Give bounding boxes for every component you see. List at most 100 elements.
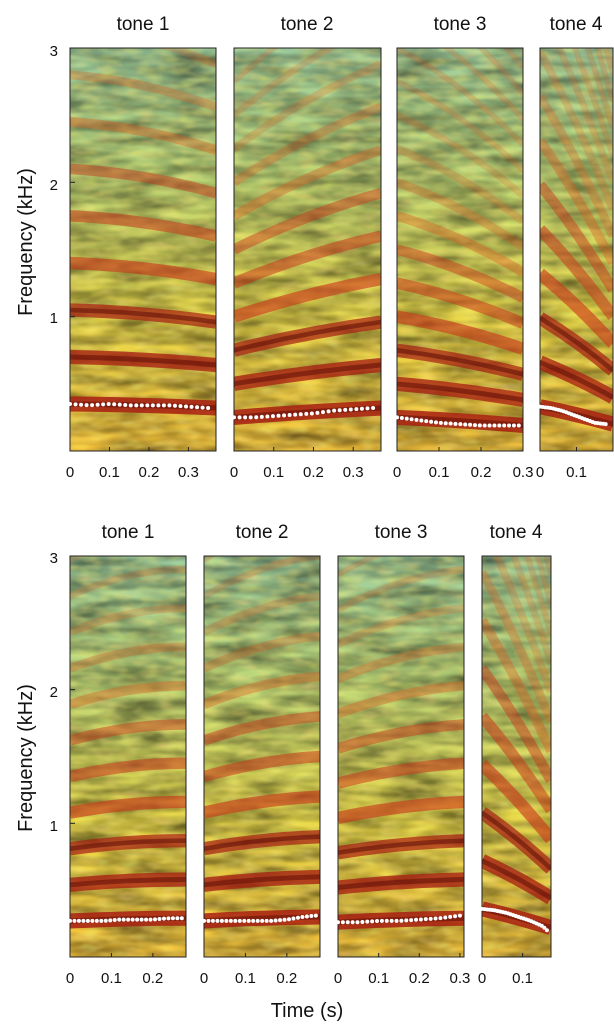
f0-point <box>99 918 104 923</box>
f0-point <box>399 918 404 923</box>
harmonic-band <box>70 70 216 112</box>
panel-title: tone 1 <box>117 14 170 35</box>
f0-point <box>453 421 458 426</box>
spectrogram-image <box>338 556 464 957</box>
spectrogram-image <box>204 556 320 957</box>
f0-point <box>179 916 184 921</box>
f0-point <box>332 408 337 413</box>
f0-point <box>438 916 443 921</box>
f0-point <box>139 917 144 922</box>
x-tick-label: 0.1 <box>512 970 533 987</box>
harmonic-band <box>397 145 523 225</box>
f0-point <box>139 403 144 408</box>
f0-point <box>68 401 72 406</box>
x-tick-label: 0.2 <box>409 970 430 987</box>
harmonic-band <box>477 48 523 96</box>
f0-point <box>126 917 131 922</box>
f0-point <box>472 423 477 428</box>
f0-point <box>112 917 117 922</box>
f0-point <box>343 407 348 412</box>
bottom-ytick-2: 2 <box>50 684 58 701</box>
f0-point <box>497 423 502 428</box>
panel-frame <box>481 555 552 958</box>
x-tick-label: 0.2 <box>471 464 492 481</box>
f0-point <box>355 920 360 925</box>
harmonic-band <box>234 48 279 84</box>
harmonic-band <box>482 712 551 814</box>
f0-point <box>264 918 269 923</box>
f0-point <box>166 916 171 921</box>
f0-point <box>429 419 434 424</box>
x-tick-label: 0.1 <box>235 970 256 987</box>
f0-point <box>210 918 215 923</box>
x-tick-label: 0.1 <box>263 464 284 481</box>
f0-point <box>468 422 473 427</box>
f0-point <box>304 411 309 416</box>
f0-point <box>219 918 224 923</box>
f0-point <box>161 916 166 921</box>
bottom-row: Frequency (kHz) 1 2 3 tone 1 0 0.1 0.2 ton… <box>15 522 552 1022</box>
x-tick-label: 0 <box>66 464 74 481</box>
f0-point <box>418 917 423 922</box>
harmonic-band-core <box>397 347 523 377</box>
harmonic-band <box>204 592 320 636</box>
harmonic-band <box>534 556 551 605</box>
harmonic-band <box>397 48 523 147</box>
x-tick-label: 0 <box>393 464 401 481</box>
x-tick-label: 0.1 <box>101 970 122 987</box>
spectrogram-image <box>397 48 523 451</box>
f0-point <box>237 415 242 420</box>
f0-point <box>438 420 443 425</box>
harmonic-band <box>540 225 613 321</box>
f0-point <box>477 423 482 428</box>
harmonic-band <box>70 795 186 819</box>
f0-point <box>156 403 161 408</box>
f0-point <box>112 402 117 407</box>
x-tick-label: 0.2 <box>142 970 163 987</box>
f0-point <box>157 917 162 922</box>
f0-point <box>433 916 438 921</box>
f0-point <box>404 918 409 923</box>
harmonic-band <box>338 795 464 825</box>
f0-point <box>255 918 260 923</box>
panel-title: tone 3 <box>434 14 487 35</box>
f0-point <box>457 913 462 918</box>
f0-point <box>348 407 353 412</box>
f0-point <box>340 920 345 925</box>
f0-point <box>94 918 99 923</box>
harmonic-band <box>571 48 613 157</box>
f0-point <box>123 403 128 408</box>
f0-point <box>511 423 516 428</box>
harmonic-band <box>338 719 464 754</box>
f0-point <box>68 918 72 923</box>
harmonic-band <box>540 94 613 238</box>
f0-point <box>345 920 350 925</box>
f0-point <box>85 918 90 923</box>
f0-point <box>394 918 399 923</box>
harmonic-band <box>70 163 216 199</box>
f0-point <box>293 412 298 417</box>
f0-contour <box>68 401 211 411</box>
f0-point <box>170 916 175 921</box>
f0-point <box>184 404 189 409</box>
panel-title: tone 4 <box>490 522 543 543</box>
panel-frame <box>233 47 382 452</box>
f0-point <box>101 402 106 407</box>
f0-point <box>224 918 229 923</box>
f0-point <box>248 415 253 420</box>
harmonic-band-core <box>338 838 464 856</box>
panel-title: tone 2 <box>281 14 334 35</box>
f0-point <box>379 918 384 923</box>
x-tick-label: 0.2 <box>276 970 297 987</box>
harmonic-band-core <box>70 307 216 325</box>
f0-point <box>202 918 206 923</box>
harmonic-band-core <box>204 874 320 888</box>
harmonic-band <box>234 187 381 255</box>
top-yticks: 1 2 3 <box>50 43 58 327</box>
f0-point <box>507 423 512 428</box>
f0-point <box>502 423 507 428</box>
harmonic-band <box>204 671 320 709</box>
harmonic-band <box>338 680 464 719</box>
f0-point <box>375 919 380 924</box>
